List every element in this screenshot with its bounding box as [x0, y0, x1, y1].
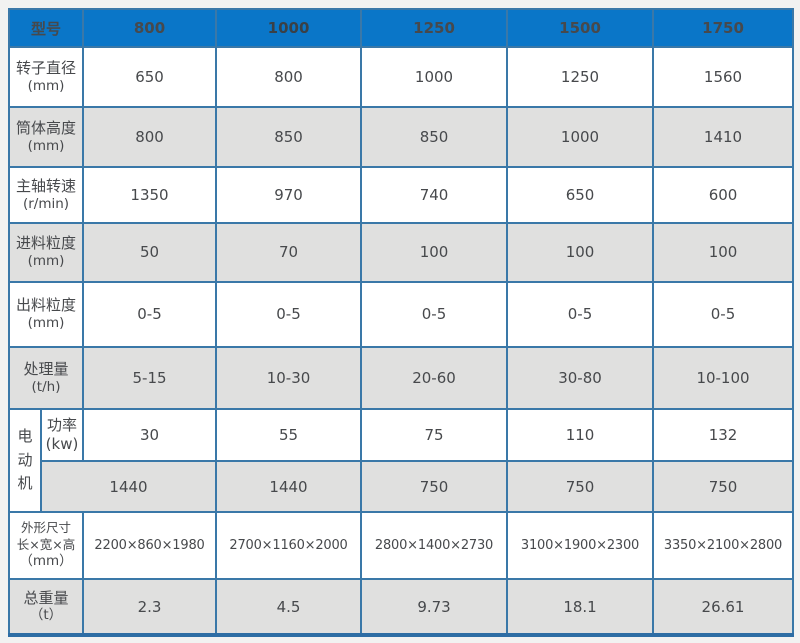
row-label: 外形尺寸 长×宽×高 （mm） — [7, 510, 85, 581]
row-discharge-size: 出料粒度 (mm) 0-5 0-5 0-5 0-5 0-5 — [7, 280, 795, 348]
spec-cell: 1410 — [652, 105, 795, 168]
row-label-unit: (t/h) — [31, 378, 61, 395]
spec-cell: 55 — [215, 407, 363, 463]
col-header-model-800: 800 — [82, 8, 218, 48]
row-label-text: 进料粒度 — [16, 234, 77, 253]
motor-power-label-text: 功率 — [47, 416, 78, 435]
motor-power-label-unit: (kw) — [45, 434, 79, 453]
spec-cell: 650 — [506, 165, 655, 224]
model-corner-header: 型号 — [7, 8, 85, 48]
col-header-model-1000: 1000 — [215, 8, 363, 48]
spec-cell: 0-5 — [215, 280, 363, 348]
spec-cell: 100 — [360, 221, 509, 283]
col-header-model-1750: 1750 — [652, 8, 795, 48]
row-motor-speed: 1440 1440 750 750 750 — [9, 460, 795, 513]
spec-cell: 1000 — [360, 46, 509, 108]
row-label-unit: (mm) — [27, 315, 65, 332]
spec-cell: 50 — [82, 221, 218, 283]
row-label-unit: (mm) — [27, 137, 65, 154]
row-dimensions: 外形尺寸 长×宽×高 （mm） 2200×860×1980 2700×1160×… — [7, 510, 795, 581]
row-label-subtext: 长×宽×高 — [16, 536, 76, 552]
spec-cell: 2700×1160×2000 — [215, 510, 363, 581]
spec-cell: 1250 — [506, 46, 655, 108]
spec-cell: 2.3 — [82, 578, 218, 636]
spec-cell: 800 — [215, 46, 363, 108]
row-label-text: 外形尺寸 — [21, 520, 72, 536]
spec-cell: 750 — [506, 460, 655, 513]
row-feed-size: 进料粒度 (mm) 50 70 100 100 100 — [7, 221, 795, 283]
motor-group-label-text: 电动机 — [17, 427, 33, 492]
spec-cell: 2200×860×1980 — [82, 510, 218, 581]
row-label: 出料粒度 (mm) — [7, 280, 85, 348]
row-label-text: 出料粒度 — [16, 296, 77, 315]
spec-cell: 1560 — [652, 46, 795, 108]
spec-cell: 750 — [652, 460, 795, 513]
spec-cell: 1350 — [82, 165, 218, 224]
row-label: 转子直径 (mm) — [7, 46, 85, 108]
spec-cell-merged: 1440 — [39, 460, 218, 513]
row-label: 处理量 (t/h) — [7, 345, 85, 410]
header-row: 型号 800 1000 1250 1500 1750 — [7, 8, 795, 48]
spec-cell: 9.73 — [360, 578, 509, 636]
spec-cell: 75 — [360, 407, 509, 463]
row-label-unit: (r/min) — [22, 195, 70, 212]
spec-cell: 0-5 — [652, 280, 795, 348]
spec-cell: 132 — [652, 407, 795, 463]
row-motor-power: 电动机 功率 (kw) 30 55 75 110 132 — [8, 407, 795, 513]
spec-cell: 970 — [215, 165, 363, 224]
spec-cell: 740 — [360, 165, 509, 224]
row-label-unit: (mm) — [27, 77, 65, 94]
col-header-model-1250: 1250 — [360, 8, 509, 48]
spec-cell: 600 — [652, 165, 795, 224]
row-label-text: 处理量 — [23, 359, 69, 378]
row-label-unit: （mm） — [19, 552, 73, 569]
col-header-model-1500: 1500 — [506, 8, 655, 48]
row-label-text: 筒体高度 — [16, 119, 77, 138]
row-label-unit: （t） — [29, 607, 63, 624]
spec-cell: 30-80 — [506, 345, 655, 410]
row-label: 总重量 （t） — [7, 578, 85, 636]
spec-cell: 1000 — [506, 105, 655, 168]
row-label-text: 转子直径 — [16, 59, 77, 78]
row-capacity: 处理量 (t/h) 5-15 10-30 20-60 30-80 10-100 — [7, 345, 795, 410]
spec-cell: 4.5 — [215, 578, 363, 636]
spec-cell: 10-30 — [215, 345, 363, 410]
spec-cell: 750 — [360, 460, 509, 513]
spec-cell: 850 — [215, 105, 363, 168]
spec-cell: 0-5 — [82, 280, 218, 348]
spec-cell: 650 — [82, 46, 218, 108]
spec-cell: 5-15 — [82, 345, 218, 410]
motor-group-label: 电动机 — [8, 407, 42, 513]
spec-cell: 26.61 — [652, 578, 795, 636]
spec-cell: 2800×1400×2730 — [360, 510, 509, 581]
row-rotor-diameter: 转子直径 (mm) 650 800 1000 1250 1560 — [7, 46, 795, 108]
spec-cell: 18.1 — [506, 578, 655, 636]
row-label: 主轴转速 (r/min) — [7, 165, 85, 224]
motor-power-label: 功率 (kw) — [39, 407, 85, 463]
row-label-text: 主轴转速 — [16, 176, 77, 195]
row-label-text: 总重量 — [23, 588, 69, 607]
spec-cell: 100 — [652, 221, 795, 283]
row-spindle-speed: 主轴转速 (r/min) 1350 970 740 650 600 — [7, 165, 795, 224]
row-label-unit: (mm) — [27, 253, 65, 270]
spec-cell: 3100×1900×2300 — [506, 510, 655, 581]
row-total-weight: 总重量 （t） 2.3 4.5 9.73 18.1 26.61 — [7, 578, 795, 636]
spec-cell: 0-5 — [506, 280, 655, 348]
spec-cell: 10-100 — [652, 345, 795, 410]
spec-cell: 800 — [82, 105, 218, 168]
spec-cell: 3350×2100×2800 — [652, 510, 795, 581]
row-label: 进料粒度 (mm) — [7, 221, 85, 283]
spec-cell: 0-5 — [360, 280, 509, 348]
spec-cell: 1440 — [215, 460, 363, 513]
row-body-height: 筒体高度 (mm) 800 850 850 1000 1410 — [7, 105, 795, 168]
spec-cell: 100 — [506, 221, 655, 283]
spec-cell: 850 — [360, 105, 509, 168]
spec-cell: 110 — [506, 407, 655, 463]
spec-cell: 30 — [82, 407, 218, 463]
row-label: 筒体高度 (mm) — [7, 105, 85, 168]
spec-cell: 20-60 — [360, 345, 509, 410]
spec-cell: 70 — [215, 221, 363, 283]
machine-spec-table: 型号 800 1000 1250 1500 1750 转子直径 (mm) 650… — [7, 8, 795, 637]
